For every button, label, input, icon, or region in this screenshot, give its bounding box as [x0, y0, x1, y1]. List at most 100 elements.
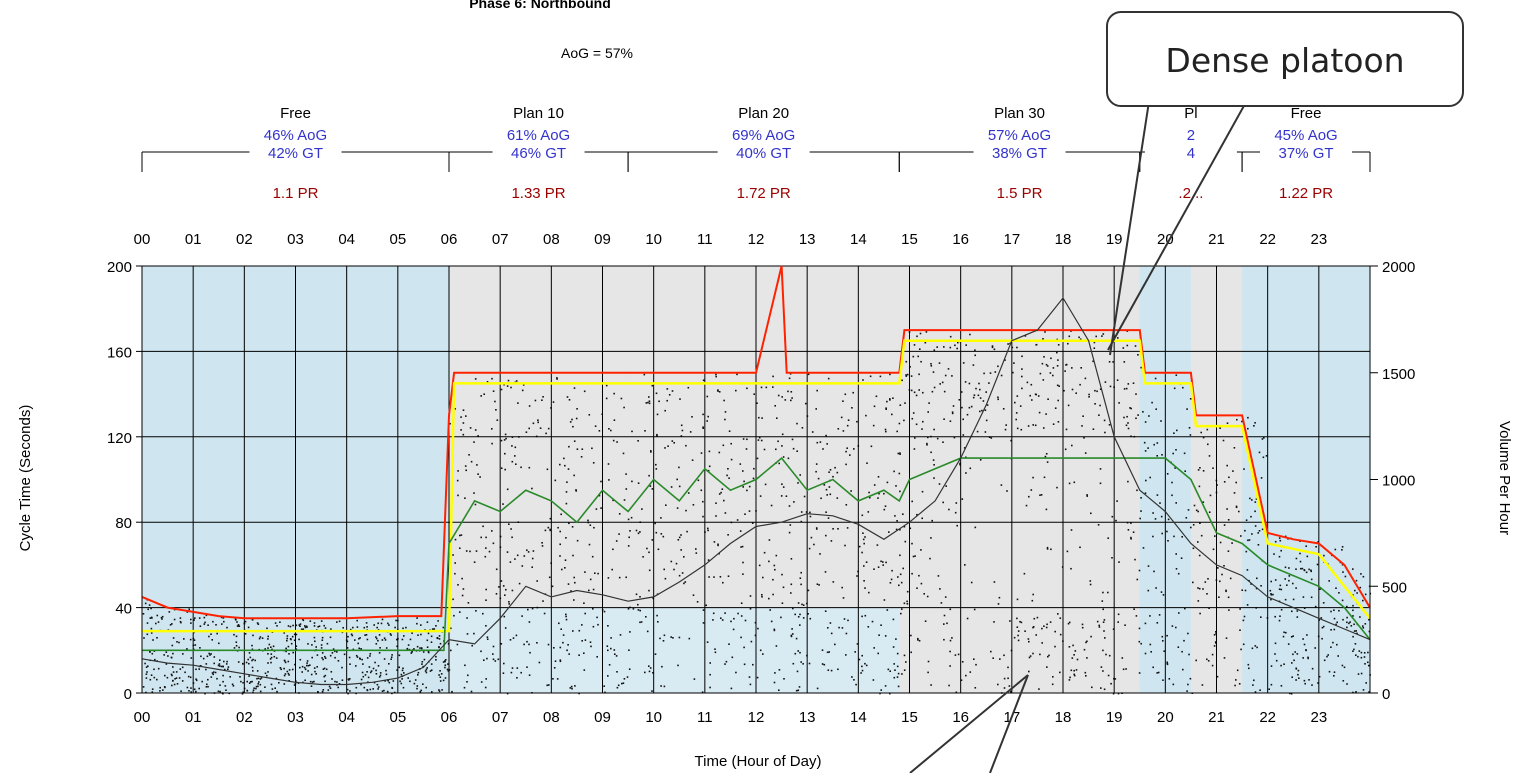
- detector-point: [409, 638, 412, 641]
- detector-point: [444, 677, 447, 679]
- detector-point: [616, 686, 619, 689]
- detector-point: [702, 609, 705, 611]
- detector-point: [1362, 625, 1364, 627]
- detector-point: [1332, 641, 1334, 644]
- y-tick-label: 160: [107, 344, 132, 361]
- detector-point: [613, 649, 616, 651]
- detector-point: [1126, 344, 1129, 347]
- detector-point: [896, 520, 898, 522]
- detector-point: [877, 476, 880, 478]
- detector-point: [993, 621, 995, 623]
- detector-point: [730, 458, 733, 461]
- detector-point: [648, 551, 650, 554]
- detector-point: [438, 674, 440, 676]
- detector-point: [395, 619, 397, 622]
- detector-point: [861, 551, 863, 554]
- detector-point: [615, 655, 618, 657]
- detector-point: [1103, 688, 1106, 691]
- detector-point: [1029, 394, 1031, 397]
- detector-point: [466, 681, 468, 683]
- detector-point: [249, 681, 252, 683]
- detector-point: [648, 589, 650, 592]
- detector-point: [500, 439, 503, 442]
- detector-point: [159, 690, 161, 692]
- detector-point: [537, 421, 539, 424]
- detector-point: [619, 634, 622, 636]
- detector-point: [342, 627, 344, 629]
- detector-point: [807, 589, 810, 592]
- detector-point: [863, 542, 865, 545]
- detector-point: [573, 474, 575, 477]
- detector-point: [846, 447, 848, 449]
- detector-point: [862, 532, 864, 534]
- detector-point: [283, 632, 285, 634]
- detector-point: [1305, 571, 1308, 574]
- detector-point: [1190, 526, 1192, 529]
- detector-point: [761, 594, 763, 596]
- detector-point: [212, 620, 214, 623]
- detector-point: [623, 499, 626, 501]
- detector-point: [1127, 422, 1129, 424]
- detector-point: [897, 685, 900, 688]
- detector-point: [213, 662, 215, 665]
- detector-point: [896, 430, 898, 433]
- detector-point: [1173, 535, 1175, 538]
- detector-point: [591, 555, 594, 558]
- detector-point: [1204, 581, 1207, 583]
- detector-point: [1079, 338, 1082, 340]
- detector-point: [218, 663, 221, 665]
- detector-point: [148, 604, 151, 606]
- detector-point: [1104, 637, 1106, 639]
- detector-point: [1244, 529, 1246, 532]
- detector-point: [1184, 607, 1186, 610]
- detector-point: [1083, 648, 1086, 651]
- detector-point: [338, 683, 341, 685]
- detector-point: [905, 374, 907, 376]
- detector-point: [1102, 591, 1104, 594]
- detector-point: [1188, 427, 1191, 429]
- detector-point: [1154, 377, 1157, 380]
- detector-point: [603, 685, 605, 687]
- detector-point: [291, 668, 294, 671]
- detector-point: [872, 424, 875, 427]
- detector-point: [816, 528, 818, 530]
- detector-point: [1198, 554, 1201, 557]
- detector-point: [223, 620, 225, 623]
- detector-point: [1086, 495, 1088, 497]
- detector-point: [516, 677, 518, 679]
- detector-point: [503, 383, 505, 386]
- detector-point: [336, 651, 338, 653]
- detector-point: [1142, 547, 1145, 549]
- detector-point: [210, 633, 212, 635]
- detector-point: [819, 553, 821, 555]
- detector-point: [380, 622, 383, 625]
- detector-point: [1207, 443, 1209, 446]
- detector-point: [898, 584, 900, 587]
- detector-point: [320, 647, 323, 649]
- detector-point: [796, 422, 798, 425]
- detector-point: [199, 625, 202, 627]
- detector-point: [1156, 622, 1159, 624]
- detector-point: [1016, 427, 1019, 430]
- detector-point: [953, 436, 956, 439]
- detector-point: [1017, 639, 1020, 642]
- detector-point: [1346, 605, 1348, 608]
- y2-axis-title: Volume Per Hour: [1496, 421, 1513, 535]
- detector-point: [206, 683, 208, 686]
- detector-point: [460, 416, 462, 418]
- detector-point: [1263, 437, 1265, 439]
- detector-point: [1280, 608, 1283, 611]
- detector-point: [929, 557, 931, 560]
- detector-point: [420, 689, 422, 692]
- detector-point: [673, 442, 675, 444]
- detector-point: [1356, 592, 1358, 594]
- detector-point: [695, 548, 697, 550]
- detector-point: [1028, 640, 1030, 643]
- detector-point: [286, 635, 289, 637]
- detector-point: [351, 634, 354, 637]
- detector-point: [1223, 565, 1225, 567]
- detector-point: [454, 538, 457, 541]
- detector-point: [531, 607, 534, 610]
- detector-point: [708, 576, 710, 578]
- detector-point: [1021, 368, 1023, 370]
